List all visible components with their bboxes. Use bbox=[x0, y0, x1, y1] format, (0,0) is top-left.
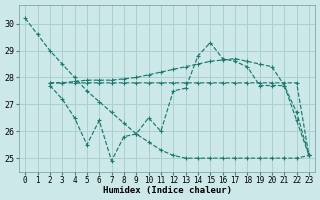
X-axis label: Humidex (Indice chaleur): Humidex (Indice chaleur) bbox=[103, 186, 232, 195]
